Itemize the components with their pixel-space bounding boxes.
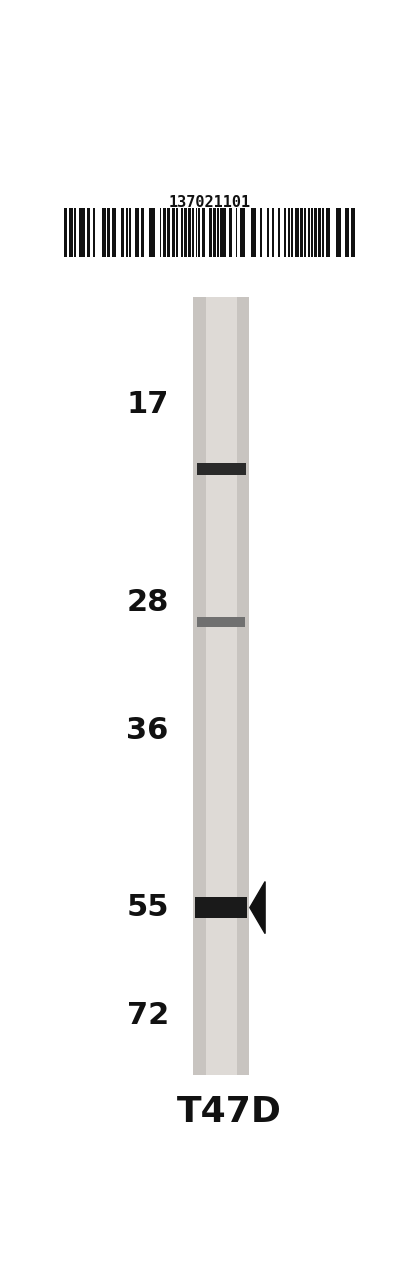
Bar — [307, 207, 309, 257]
Bar — [272, 207, 273, 257]
Bar — [209, 207, 211, 257]
Bar — [239, 207, 245, 257]
Bar — [79, 207, 85, 257]
Bar — [266, 207, 268, 257]
Bar — [184, 207, 187, 257]
Bar — [195, 897, 247, 919]
Bar — [166, 207, 169, 257]
Bar — [294, 207, 298, 257]
Text: 28: 28 — [126, 588, 169, 617]
Bar — [102, 207, 106, 257]
Bar — [196, 207, 197, 257]
Text: T47D: T47D — [176, 1094, 281, 1129]
Bar — [314, 207, 316, 257]
Bar — [74, 207, 76, 257]
Bar — [141, 207, 143, 257]
Bar — [188, 207, 191, 257]
Bar — [69, 207, 73, 257]
Bar — [196, 462, 245, 475]
Bar — [129, 207, 131, 257]
Bar — [135, 207, 138, 257]
Bar — [310, 207, 312, 257]
Bar — [86, 207, 90, 257]
Bar — [192, 207, 193, 257]
Text: 36: 36 — [126, 716, 169, 745]
Bar — [112, 207, 116, 257]
Bar — [198, 207, 200, 257]
Bar — [326, 207, 329, 257]
Bar — [335, 207, 340, 257]
Bar — [216, 207, 218, 257]
Bar — [163, 207, 165, 257]
Bar — [283, 207, 286, 257]
Bar — [107, 207, 110, 257]
Bar — [213, 207, 215, 257]
Polygon shape — [249, 882, 265, 933]
Bar — [277, 207, 279, 257]
Bar — [317, 207, 320, 257]
Bar — [250, 207, 256, 257]
Bar — [197, 617, 245, 627]
Bar — [171, 207, 174, 257]
Bar — [193, 297, 248, 1075]
Bar — [259, 207, 261, 257]
Bar — [321, 207, 323, 257]
Bar — [344, 207, 348, 257]
Bar — [287, 207, 289, 257]
Bar — [229, 207, 231, 257]
Bar — [290, 207, 292, 257]
Text: 55: 55 — [126, 893, 169, 922]
Bar — [181, 207, 182, 257]
Text: 137021101: 137021101 — [169, 195, 251, 210]
Bar — [220, 207, 225, 257]
Bar — [64, 207, 66, 257]
Text: 72: 72 — [126, 1001, 169, 1030]
Bar — [148, 207, 154, 257]
Bar — [121, 207, 124, 257]
Bar — [350, 207, 354, 257]
Bar — [235, 207, 237, 257]
Bar — [175, 207, 177, 257]
Bar — [126, 207, 128, 257]
Text: 17: 17 — [126, 390, 169, 420]
Bar — [299, 207, 302, 257]
Bar — [201, 207, 205, 257]
Bar — [205, 297, 236, 1075]
Bar — [303, 207, 305, 257]
Bar — [97, 207, 98, 257]
Bar — [92, 207, 95, 257]
